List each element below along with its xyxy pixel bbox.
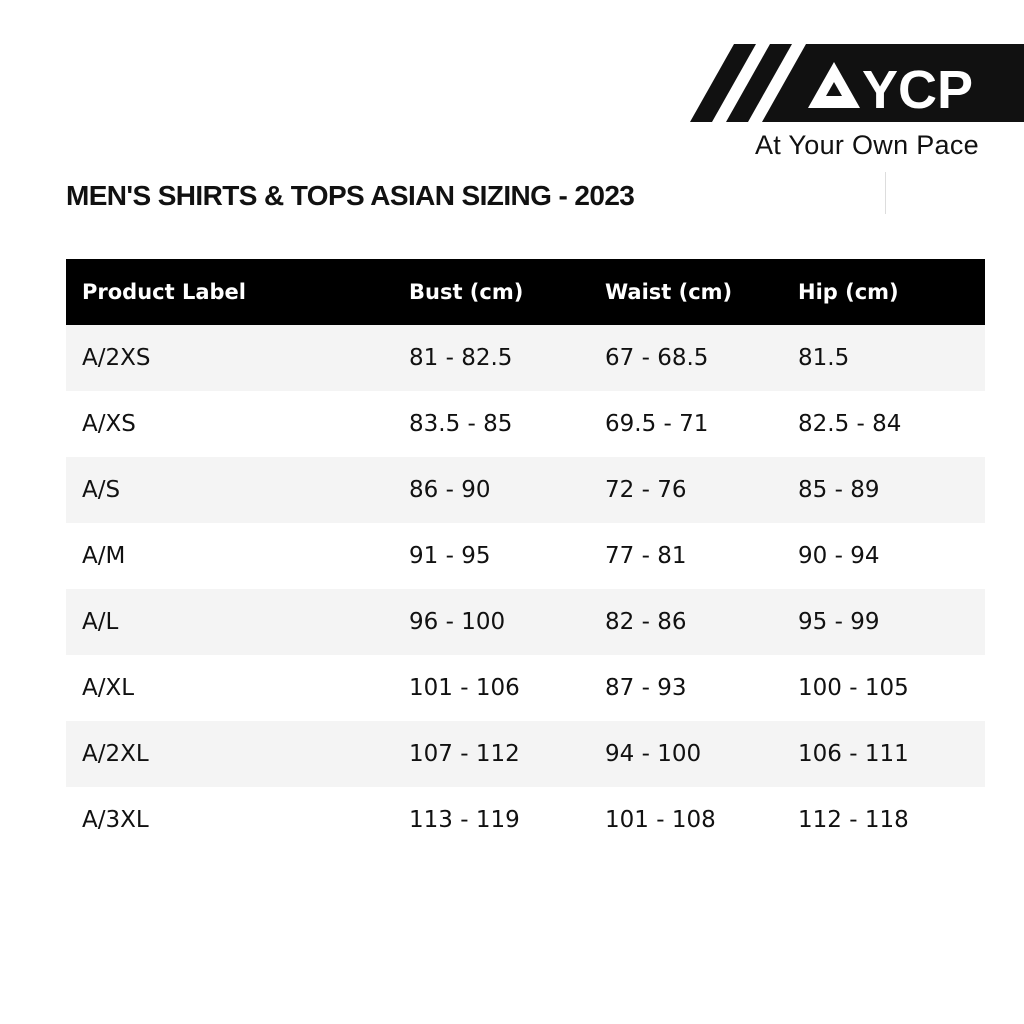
table-header: Product Label Bust (cm) Waist (cm) Hip (… [66, 259, 985, 325]
logo-tagline: At Your Own Pace [755, 130, 979, 160]
table-cell: 94 - 100 [605, 741, 702, 767]
table-row: A/M 91 - 95 77 - 81 90 - 94 [66, 523, 985, 589]
table-cell: 81.5 [798, 345, 850, 371]
table-cell: 86 - 90 [409, 477, 491, 503]
table-cell: 90 - 94 [798, 543, 880, 569]
table-cell: A/M [82, 543, 126, 569]
table-cell: 107 - 112 [409, 741, 520, 767]
table-cell: 101 - 108 [605, 807, 716, 833]
table-cell: 87 - 93 [605, 675, 687, 701]
table-cell: 100 - 105 [798, 675, 909, 701]
size-table: Product Label Bust (cm) Waist (cm) Hip (… [66, 259, 985, 853]
table-cell: A/S [82, 477, 121, 503]
table-cell: 113 - 119 [409, 807, 520, 833]
table-cell: A/L [82, 609, 119, 635]
table-cell: 85 - 89 [798, 477, 880, 503]
table-cell: 106 - 111 [798, 741, 909, 767]
table-cell: 82 - 86 [605, 609, 687, 635]
table-cell: 101 - 106 [409, 675, 520, 701]
table-row: A/2XL 107 - 112 94 - 100 106 - 111 [66, 721, 985, 787]
divider [885, 172, 886, 214]
table-cell: A/3XL [82, 807, 149, 833]
page-title: MEN'S SHIRTS & TOPS ASIAN SIZING - 2023 [66, 180, 635, 211]
table-cell: A/XL [82, 675, 135, 701]
table-cell: 69.5 - 71 [605, 411, 709, 437]
header-cell: Waist (cm) [605, 280, 733, 304]
svg-text:YCP: YCP [862, 60, 973, 120]
table-cell: A/XS [82, 411, 136, 437]
table-row: A/2XS 81 - 82.5 67 - 68.5 81.5 [66, 325, 985, 391]
table-row: A/3XL 113 - 119 101 - 108 112 - 118 [66, 787, 985, 853]
header-cell: Hip (cm) [798, 280, 899, 304]
table-cell: A/2XL [82, 741, 149, 767]
table-cell: 72 - 76 [605, 477, 687, 503]
table-row: A/S 86 - 90 72 - 76 85 - 89 [66, 457, 985, 523]
table-row: A/XS 83.5 - 85 69.5 - 71 82.5 - 84 [66, 391, 985, 457]
header-cell: Product Label [82, 280, 246, 304]
table-cell: 95 - 99 [798, 609, 880, 635]
table-cell: 77 - 81 [605, 543, 687, 569]
table-cell: 96 - 100 [409, 609, 506, 635]
table-cell: 81 - 82.5 [409, 345, 513, 371]
table-row: A/XL 101 - 106 87 - 93 100 - 105 [66, 655, 985, 721]
table-cell: A/2XS [82, 345, 151, 371]
table-cell: 82.5 - 84 [798, 411, 902, 437]
table-cell: 112 - 118 [798, 807, 909, 833]
aycp-logo: YCP [690, 44, 1024, 122]
table-cell: 91 - 95 [409, 543, 491, 569]
table-cell: 67 - 68.5 [605, 345, 709, 371]
table-row: A/L 96 - 100 82 - 86 95 - 99 [66, 589, 985, 655]
header-cell: Bust (cm) [409, 280, 524, 304]
table-cell: 83.5 - 85 [409, 411, 513, 437]
